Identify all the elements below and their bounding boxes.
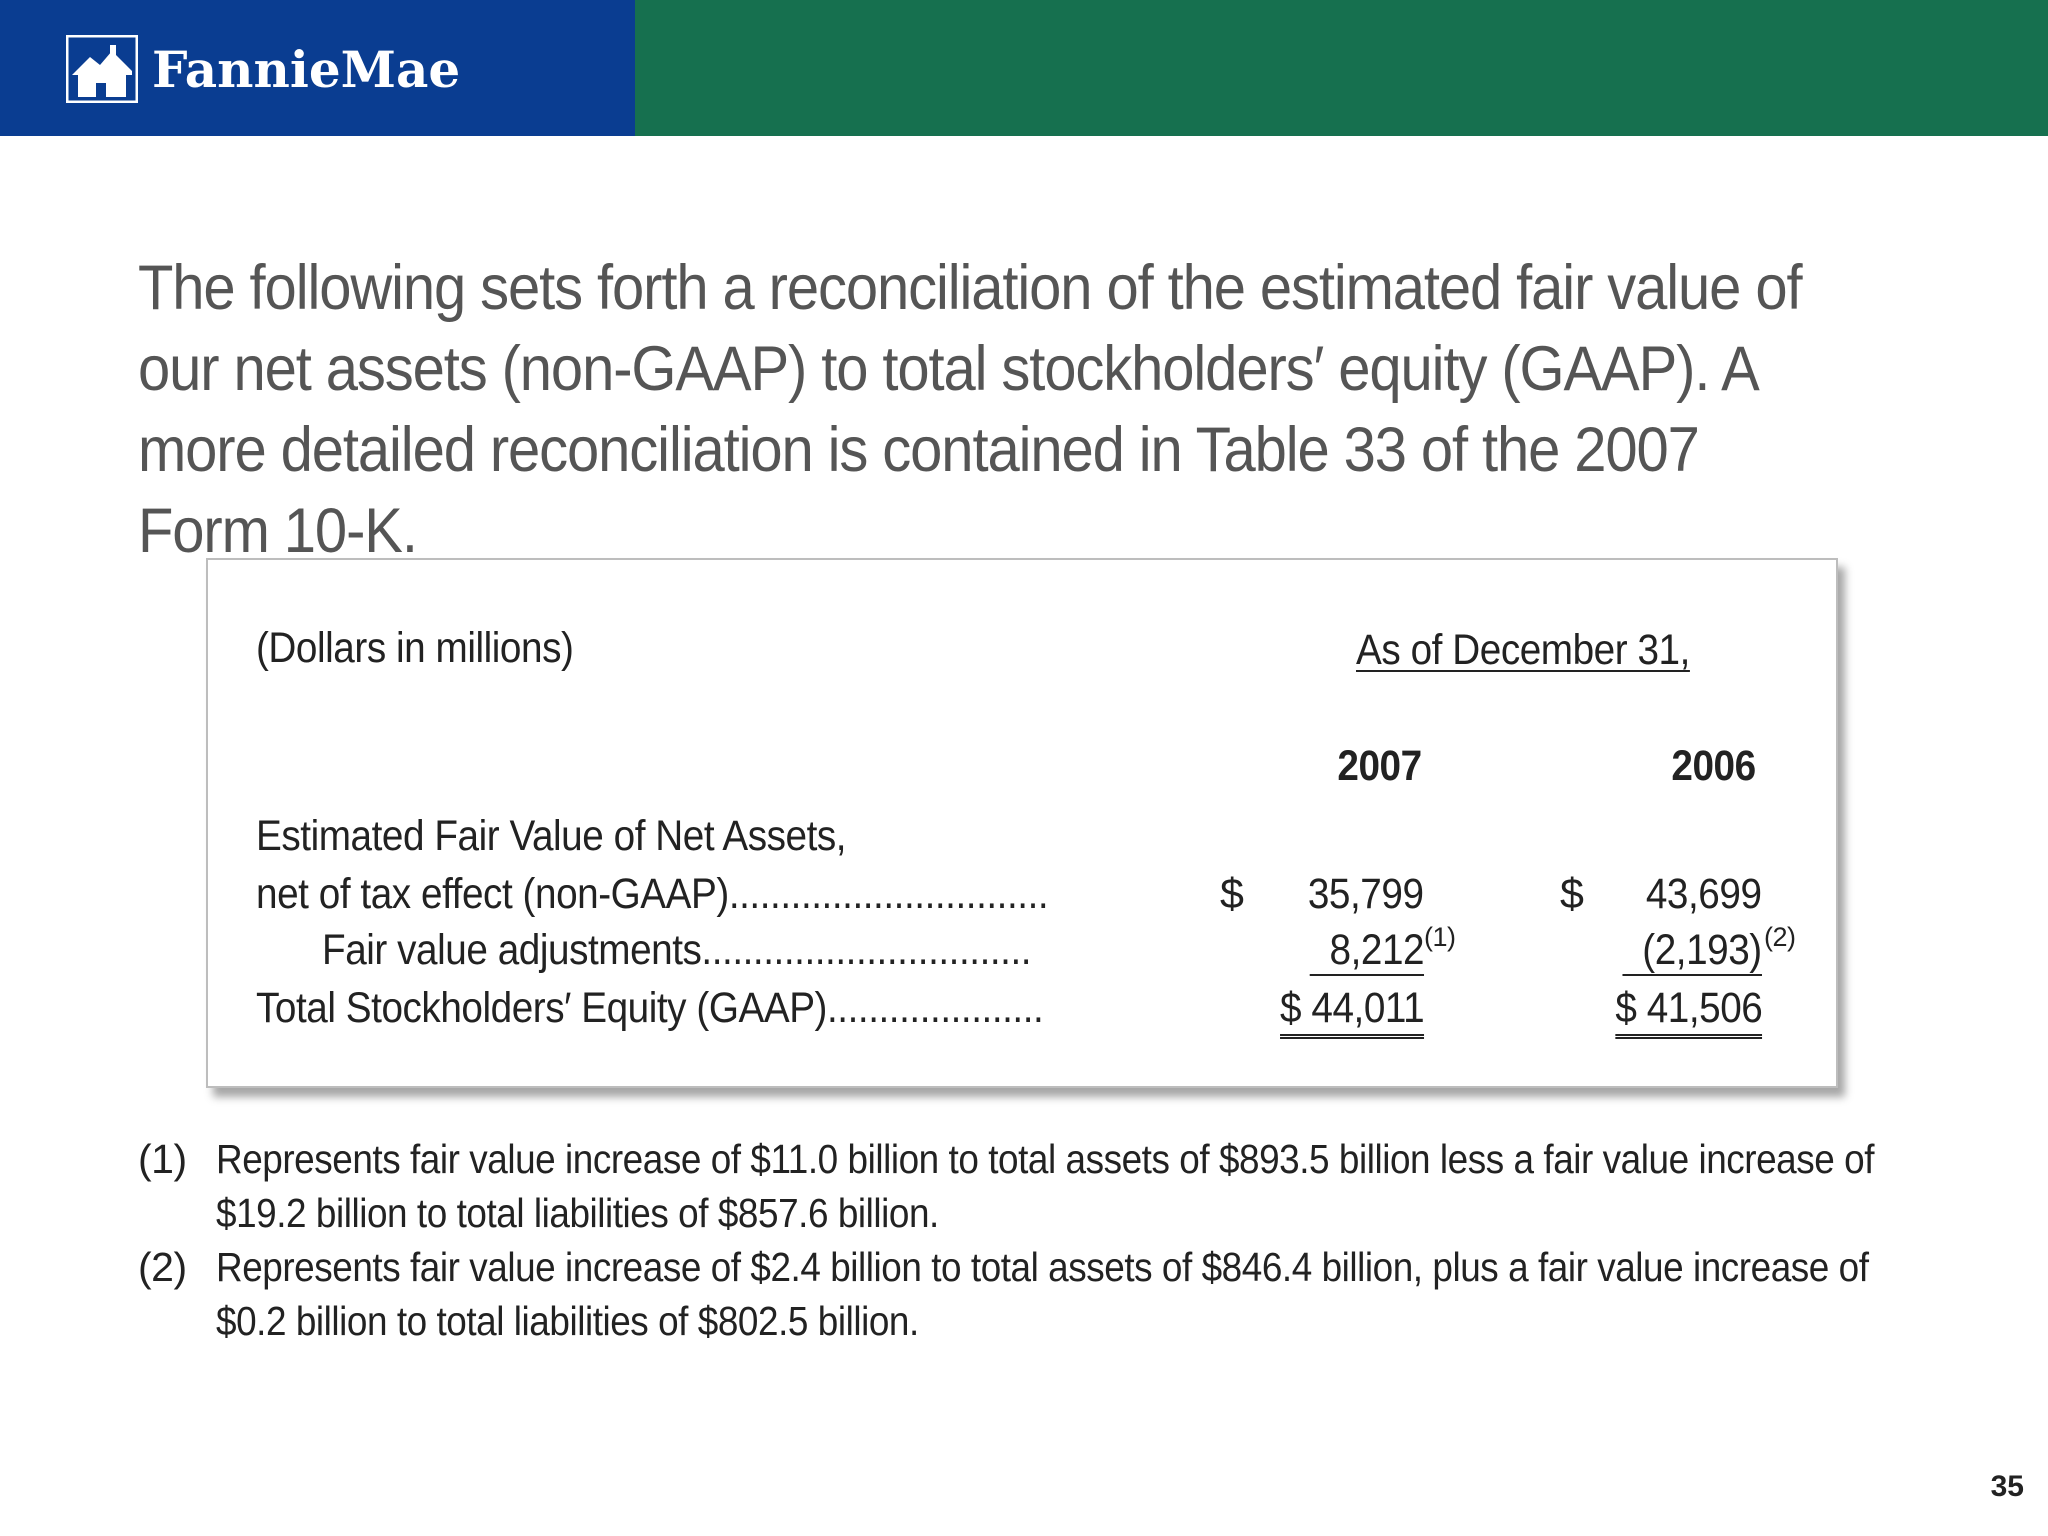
units-label: (Dollars in millions) <box>256 624 574 672</box>
row-fair-value-label-line2: net of tax effect (non-GAAP)............… <box>256 870 1049 918</box>
footnote-1: (1) Represents fair value increase of $1… <box>138 1132 1958 1240</box>
house-logo-icon <box>66 35 138 103</box>
value-adjustments-2006: (2,193) <box>1622 926 1762 976</box>
adjustments-2006-number: (2,193) <box>1622 926 1762 976</box>
footnote-2-number: (2) <box>138 1244 187 1290</box>
currency-2006: $ <box>1560 870 1584 918</box>
value-total-equity-2007: $ 44,011 <box>1279 984 1424 1039</box>
period-header: As of December 31, <box>1356 626 1690 674</box>
row-fair-value-label-line1: Estimated Fair Value of Net Assets, <box>256 812 847 860</box>
page-number: 35 <box>1990 1470 2024 1503</box>
value-adjustments-2007: 8,212 <box>1309 926 1424 976</box>
reconciliation-table: (Dollars in millions) As of December 31,… <box>206 558 1838 1088</box>
currency-2007: $ <box>1220 870 1244 918</box>
adjustments-2007-number: 8,212 <box>1309 926 1424 976</box>
total-2006-number: $ 41,506 <box>1614 984 1762 1039</box>
intro-paragraph: The following sets forth a reconciliatio… <box>138 253 1803 566</box>
footnote-2-line2: $0.2 billion to total liabilities of $80… <box>216 1298 919 1344</box>
footnote-1-line2: $19.2 billion to total liabilities of $8… <box>216 1190 939 1236</box>
footnote-2: (2) Represents fair value increase of $2… <box>138 1240 1958 1348</box>
value-total-equity-2006: $ 41,506 <box>1614 984 1762 1039</box>
total-2007-number: $ 44,011 <box>1279 984 1424 1039</box>
year-2006-header: 2006 <box>1671 742 1757 790</box>
footnote-ref-2: (2) <box>1764 922 1796 952</box>
logo-wordmark: FannieMae <box>152 39 461 99</box>
footnote-1-number: (1) <box>138 1136 187 1182</box>
value-fair-value-2006: 43,699 <box>1646 870 1762 918</box>
footnote-ref-1: (1) <box>1424 922 1456 952</box>
value-fair-value-2007: 35,799 <box>1308 870 1424 918</box>
banner-green-panel <box>635 0 2048 136</box>
header-banner: FannieMae <box>0 0 2048 136</box>
fannie-mae-logo: FannieMae <box>66 34 460 104</box>
footnote-1-line1: Represents fair value increase of $11.0 … <box>216 1136 1874 1182</box>
footnotes: (1) Represents fair value increase of $1… <box>138 1132 1958 1348</box>
footnote-2-line1: Represents fair value increase of $2.4 b… <box>216 1244 1869 1290</box>
row-total-equity-label: Total Stockholders′ Equity (GAAP).......… <box>256 984 1044 1032</box>
year-2007-header: 2007 <box>1337 742 1423 790</box>
row-adjustments-label: Fair value adjustments..................… <box>322 926 1032 974</box>
